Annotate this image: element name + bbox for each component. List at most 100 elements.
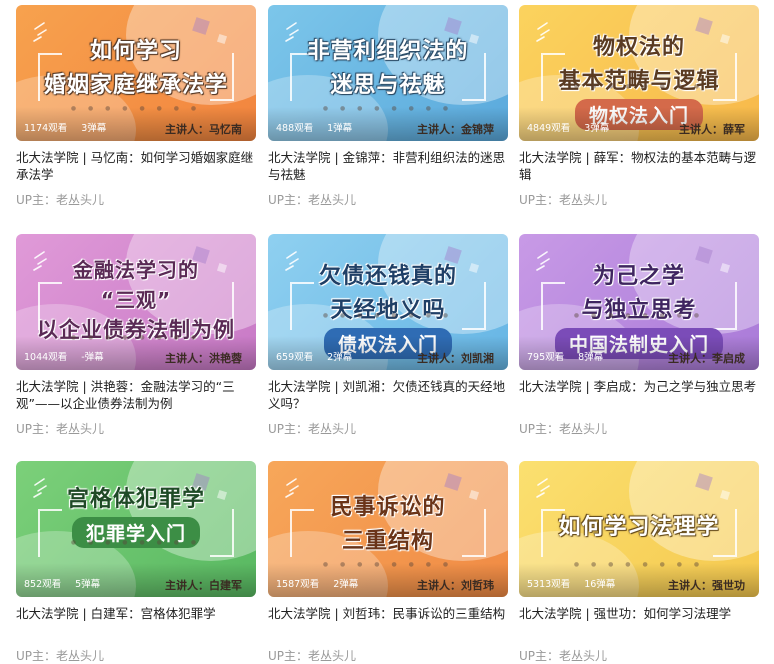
video-stats: 1174观看 3弹幕 [24, 120, 120, 134]
video-card[interactable]: 如何学习法理学 ● ● ● ● ● ● ● ● 5313观看 16弹幕 主讲人：强世功北… [519, 461, 759, 664]
video-title[interactable]: 北大法学院 | 白建军：宫格体犯罪学 [16, 606, 216, 621]
thumbnail-title-text: 迷思与祛魅 [330, 73, 446, 98]
uploader-link[interactable]: UP主：老丛头儿 [519, 193, 608, 207]
video-thumbnail[interactable]: 非营利组织法的迷思与祛魅 ● ● ● ● ● ● ● ● 488观看 1弹幕 主讲人：金… [268, 5, 508, 141]
video-stats: 852观看 5弹幕 [24, 576, 114, 590]
thumbnail-shade [16, 563, 256, 597]
video-card[interactable]: 如何学习婚姻家庭继承法学 ● ● ● ● ● ● ● ● 1174观看 3弹幕 主讲人：… [16, 5, 256, 208]
danmaku-count: 2弹幕 [327, 352, 353, 363]
video-thumbnail[interactable]: 如何学习婚姻家庭继承法学 ● ● ● ● ● ● ● ● 1174观看 3弹幕 主讲人：… [16, 5, 256, 141]
thumbnail-title-text: 天经地义吗 [330, 298, 446, 323]
uploader-link[interactable]: UP主：老丛头儿 [16, 649, 105, 663]
thumbnail-shade [268, 336, 508, 370]
video-title[interactable]: 北大法学院 | 刘凯湘：欠债还钱真的天经地义吗？ [268, 379, 506, 411]
video-card[interactable]: 金融法学习的 “三观” 以企业债券法制为例● ● ● ● ● ● ● ● 1044观看… [16, 234, 256, 437]
thumbnail-shade [519, 107, 759, 141]
video-thumbnail[interactable]: 宫格体犯罪学 犯罪学入门 ● ● ● ● ● ● ● ● 852观看 5弹幕 主讲人：白建… [16, 461, 256, 597]
video-stats: 4849观看 3弹幕 [527, 120, 623, 134]
view-count: 852观看 [24, 579, 62, 590]
sparkle-icon [535, 19, 561, 45]
video-thumbnail[interactable]: 物权法的基本范畴与逻辑物权法入门 ● ● ● ● ● ● ● ● 4849观看 3弹幕… [519, 5, 759, 141]
danmaku-count: 5弹幕 [75, 579, 101, 590]
uploader-link[interactable]: UP主：老丛头儿 [268, 422, 357, 436]
uploader-link[interactable]: UP主：老丛头儿 [519, 422, 608, 436]
video-stats: 1044观看 -弹幕 [24, 349, 118, 363]
view-count: 659观看 [276, 352, 314, 363]
video-card[interactable]: 物权法的基本范畴与逻辑物权法入门 ● ● ● ● ● ● ● ● 4849观看 3弹幕… [519, 5, 759, 208]
thumbnail-title-text: 宫格体犯罪学 [66, 487, 205, 512]
video-stats: 5313观看 16弹幕 [527, 576, 629, 590]
thumbnail-shade [519, 563, 759, 597]
lecturer-label: 主讲人：强世功 [668, 579, 745, 592]
lecturer-label: 主讲人：金锦萍 [417, 123, 494, 136]
lecturer-label: 主讲人：刘凯湘 [417, 352, 494, 365]
title-frame [290, 282, 486, 330]
video-thumbnail[interactable]: 如何学习法理学 ● ● ● ● ● ● ● ● 5313观看 16弹幕 主讲人：强世功 [519, 461, 759, 597]
uploader-link[interactable]: UP主：老丛头儿 [16, 422, 105, 436]
video-title[interactable]: 北大法学院 | 刘哲玮：民事诉讼的三重结构 [268, 606, 506, 621]
thumbnail-title-text: 如何学习 [89, 39, 182, 64]
lecturer-label: 主讲人：李启成 [668, 352, 745, 365]
danmaku-count: -弹幕 [81, 352, 104, 363]
title-frame [541, 53, 737, 101]
thumbnail-shade [519, 336, 759, 370]
title-frame [290, 53, 486, 101]
uploader-link[interactable]: UP主：老丛头儿 [519, 649, 608, 663]
video-title[interactable]: 北大法学院 | 金锦萍：非营利组织法的迷思与祛魅 [268, 150, 506, 182]
course-badge: 犯罪学入门 [71, 517, 201, 548]
video-card[interactable]: 为己之学与独立思考中国法制史入门 ● ● ● ● ● ● ● ● 795观看 8弹幕 主… [519, 234, 759, 437]
video-card[interactable]: 欠债还钱真的天经地义吗债权法入门 ● ● ● ● ● ● ● ● 659观看 2弹幕 主… [268, 234, 508, 437]
title-frame [38, 509, 234, 557]
uploader-link[interactable]: UP主：老丛头儿 [268, 193, 357, 207]
video-thumbnail[interactable]: 欠债还钱真的天经地义吗债权法入门 ● ● ● ● ● ● ● ● 659观看 2弹幕 主… [268, 234, 508, 370]
sparkle-icon [284, 475, 310, 501]
uploader-link[interactable]: UP主：老丛头儿 [268, 649, 357, 663]
thumbnail-title-text: 与独立思考 [581, 298, 697, 323]
subtitle-dots: ● ● ● ● ● ● ● ● [519, 561, 759, 568]
sparkle-icon [535, 475, 561, 501]
view-count: 5313观看 [527, 579, 571, 590]
lecturer-label: 主讲人：薛军 [679, 123, 745, 136]
video-thumbnail[interactable]: 民事诉讼的三重结构 ● ● ● ● ● ● ● ● 1587观看 2弹幕 主讲人：刘哲玮 [268, 461, 508, 597]
thumbnail-shade [16, 336, 256, 370]
thumbnail-title-text: 如何学习法理学 [558, 515, 720, 540]
thumbnail-title-text: 物权法的 [592, 35, 685, 60]
video-card[interactable]: 民事诉讼的三重结构 ● ● ● ● ● ● ● ● 1587观看 2弹幕 主讲人：刘哲玮… [268, 461, 508, 664]
lecturer-label: 主讲人：白建军 [165, 579, 242, 592]
view-count: 1174观看 [24, 123, 68, 134]
title-frame [38, 53, 234, 101]
video-stats: 488观看 1弹幕 [276, 120, 366, 134]
thumbnail-shade [16, 107, 256, 141]
title-frame [541, 282, 737, 330]
video-title[interactable]: 北大法学院 | 洪艳蓉：金融法学习的“三观”——以企业债券法制为例 [16, 379, 235, 411]
view-count: 1587观看 [276, 579, 320, 590]
view-count: 4849观看 [527, 123, 571, 134]
video-title[interactable]: 北大法学院 | 李启成：为己之学与独立思考 [519, 379, 757, 394]
subtitle-dots: ● ● ● ● ● ● ● ● [16, 105, 256, 112]
video-card[interactable]: 宫格体犯罪学 犯罪学入门 ● ● ● ● ● ● ● ● 852观看 5弹幕 主讲人：白建… [16, 461, 256, 664]
video-title[interactable]: 北大法学院 | 马忆南：如何学习婚姻家庭继承法学 [16, 150, 254, 182]
uploader-link[interactable]: UP主：老丛头儿 [16, 193, 105, 207]
video-thumbnail[interactable]: 金融法学习的 “三观” 以企业债券法制为例● ● ● ● ● ● ● ● 1044观看… [16, 234, 256, 370]
video-card[interactable]: 非营利组织法的迷思与祛魅 ● ● ● ● ● ● ● ● 488观看 1弹幕 主讲人：金… [268, 5, 508, 208]
thumbnail-title-text: 基本范畴与逻辑 [558, 69, 720, 94]
video-stats: 1587观看 2弹幕 [276, 576, 372, 590]
thumbnail-shade [268, 563, 508, 597]
video-stats: 659观看 2弹幕 [276, 349, 366, 363]
sparkle-icon [32, 19, 58, 45]
course-badge: 中国法制史入门 [554, 328, 724, 359]
course-badge: 物权法入门 [574, 99, 704, 130]
thumbnail-title-text: 民事诉讼的 [330, 495, 446, 520]
view-count: 795观看 [527, 352, 565, 363]
subtitle-dots: ● ● ● ● ● ● ● ● [573, 312, 705, 319]
video-title[interactable]: 北大法学院 | 强世功：如何学习法理学 [519, 606, 732, 621]
title-frame [290, 509, 486, 557]
thumbnail-title-text: 为己之学 [592, 264, 685, 289]
sparkle-icon [32, 475, 58, 501]
video-title[interactable]: 北大法学院 | 薛军：物权法的基本范畴与逻辑 [519, 150, 757, 182]
video-thumbnail[interactable]: 为己之学与独立思考中国法制史入门 ● ● ● ● ● ● ● ● 795观看 8弹幕 主… [519, 234, 759, 370]
thumbnail-shade [268, 107, 508, 141]
danmaku-count: 3弹幕 [584, 123, 610, 134]
lecturer-label: 主讲人：刘哲玮 [417, 579, 494, 592]
